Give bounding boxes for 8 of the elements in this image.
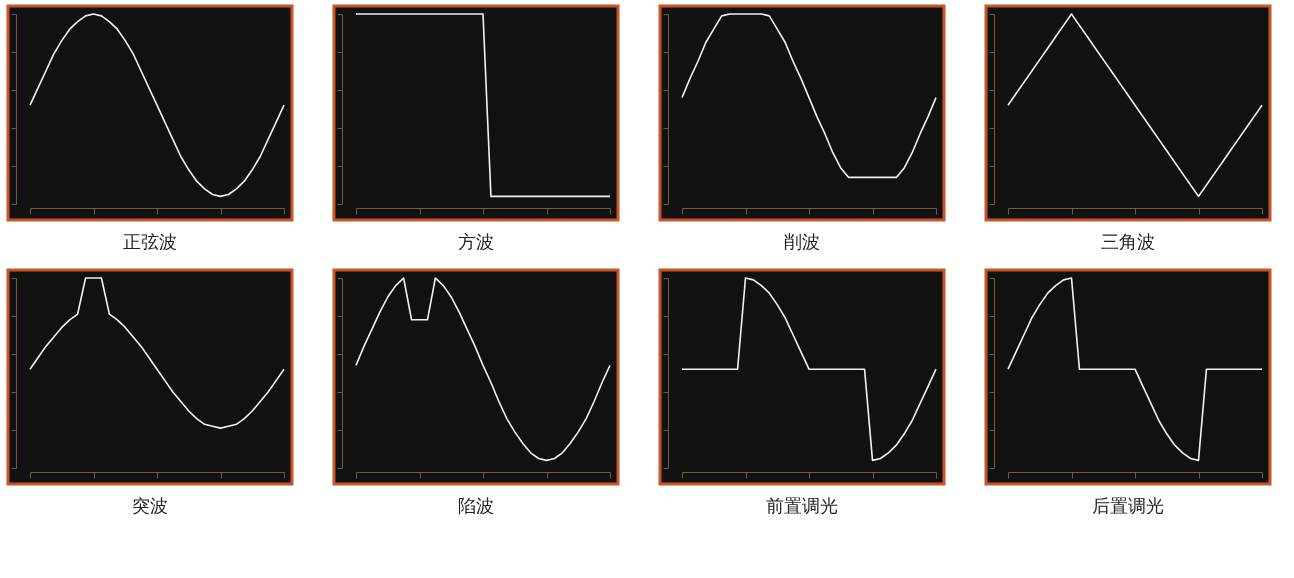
text: 正弦波 [123, 231, 177, 252]
text: 突波 [132, 495, 168, 516]
text: 陷波 [458, 495, 494, 516]
text: 方波 [458, 231, 494, 252]
text: 后置调光 [1092, 495, 1164, 516]
text: 前置调光 [766, 495, 838, 516]
text: 削波 [784, 231, 820, 252]
text: 三角波 [1101, 231, 1155, 252]
